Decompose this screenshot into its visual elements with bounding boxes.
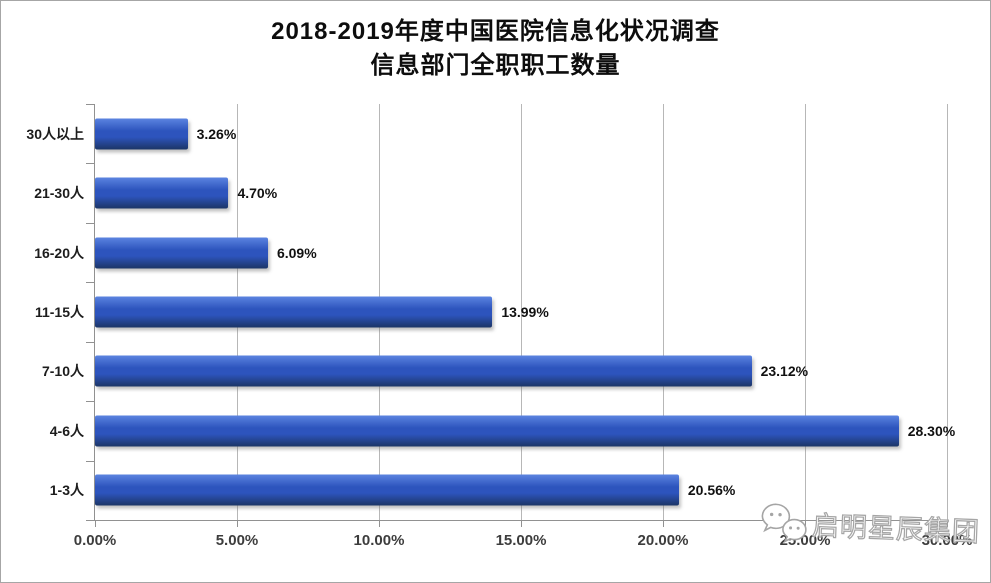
chart-row: 16-20人 6.09% [34, 223, 947, 282]
value-label: 3.26% [196, 125, 237, 142]
bar [95, 355, 752, 387]
bar [95, 415, 899, 447]
category-label: 1-3人 [49, 482, 84, 499]
category-label: 30人以上 [26, 125, 84, 142]
value-label: 20.56% [687, 482, 736, 499]
y-axis-tick [86, 341, 95, 343]
watermark-text: 启明星辰集团 [811, 510, 981, 548]
category-label: 7-10人 [41, 363, 84, 380]
gridline [947, 104, 948, 520]
x-axis-tick-label: 30.00% [921, 532, 973, 549]
chart-row: 1-3人 20.56% [50, 461, 947, 520]
value-label: 13.99% [501, 303, 549, 320]
y-axis-tick [86, 222, 95, 224]
x-axis-tick-label: 15.00% [495, 532, 547, 549]
x-axis-tick [521, 520, 522, 527]
chart-row: 7-10人 23.12% [42, 342, 947, 401]
wechat-icon [761, 503, 807, 544]
gridline [805, 104, 806, 520]
x-axis-tick [947, 520, 948, 527]
x-axis-tick-label: 20.00% [637, 532, 689, 549]
value-label: 6.09% [276, 244, 317, 261]
bar [95, 177, 229, 209]
chart-title-line1: 2018-2019年度中国医院信息化状况调查 [271, 18, 720, 45]
x-axis-tick [662, 520, 664, 527]
x-axis-tick [378, 520, 380, 527]
x-axis-tick-label: 0.00% [73, 532, 117, 549]
bar [95, 118, 188, 150]
x-axis-tick [95, 520, 96, 527]
category-label: 4-6人 [49, 422, 84, 439]
category-label: 21-30人 [34, 185, 84, 202]
gridline [521, 104, 522, 520]
chart-title-line2: 信息部门全职职工数量 [370, 52, 621, 79]
category-label: 11-15人 [34, 303, 84, 320]
chart-row: 21-30人 4.70% [34, 163, 947, 222]
y-axis-tick [86, 401, 95, 403]
chart-row: 4-6人 28.30% [50, 401, 955, 460]
x-axis-tick-label: 5.00% [215, 532, 259, 549]
bar [95, 474, 679, 506]
y-axis-tick [86, 520, 95, 521]
bar [95, 296, 493, 328]
value-label: 4.70% [237, 185, 278, 202]
y-axis-tick [86, 163, 95, 165]
value-label: 28.30% [907, 422, 956, 439]
bar [95, 237, 268, 269]
value-label: 23.12% [760, 363, 809, 380]
y-axis-tick [86, 282, 95, 284]
x-axis-tick [236, 520, 238, 527]
gridline [662, 104, 664, 520]
plot-area: 0.00% 5.00% 10.00% 15.00% 20.00% 25.00% 30.00%… [26, 104, 972, 549]
x-axis-tick-label: 10.00% [353, 532, 405, 549]
chart-title: 2018-2019年度中国医院信息化状况调查 信息部门全职职工数量 [1, 15, 990, 83]
chart-row: 11-15人 13.99% [35, 282, 947, 341]
chart-row: 30人以上 3.26% [26, 104, 947, 163]
y-axis-tick [86, 104, 95, 105]
category-label: 16-20人 [34, 244, 84, 261]
watermark: 启明星辰集团 [760, 503, 981, 553]
x-axis-tick [805, 520, 806, 527]
y-axis-tick [86, 460, 95, 462]
